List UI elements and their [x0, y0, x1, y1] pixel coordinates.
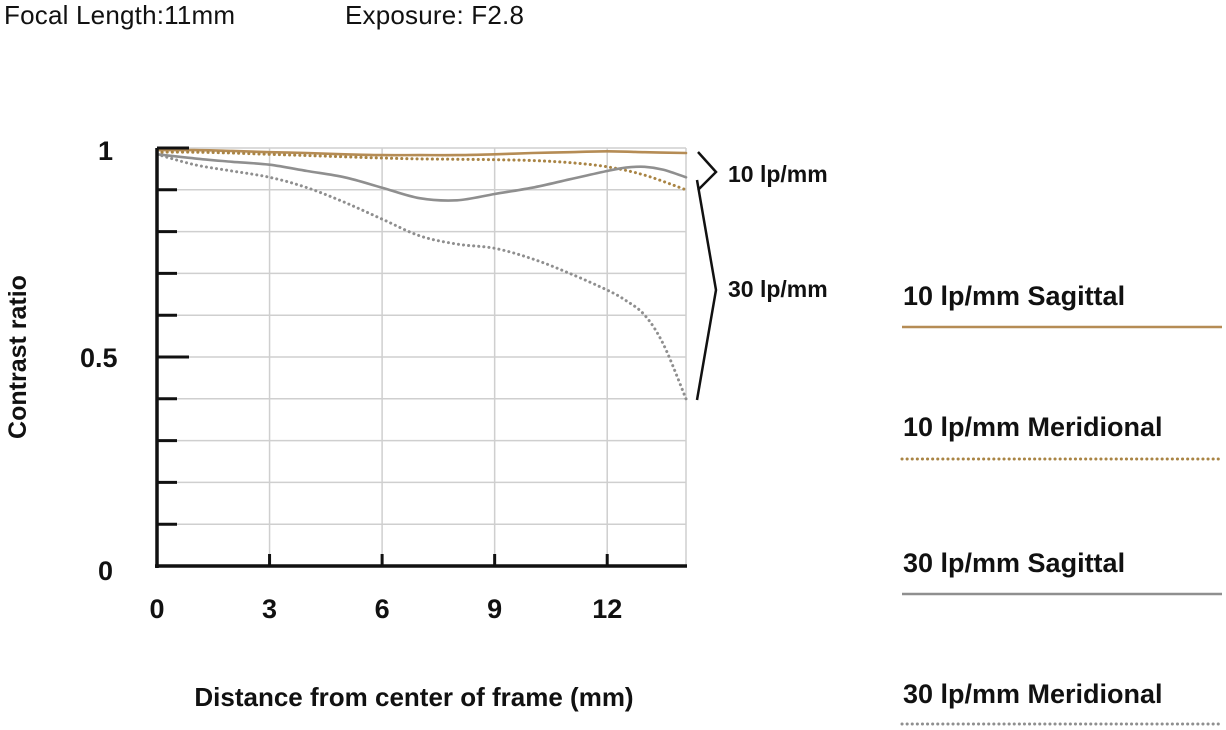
series-line-1 — [155, 150, 688, 192]
legend-label-10-sagittal: 10 lp/mm Sagittal — [903, 281, 1126, 311]
x-tick-label: 0 — [149, 594, 164, 624]
y-tick-label: 1 — [98, 136, 113, 166]
exposure-label: Exposure: F2.8 — [345, 0, 525, 30]
bracket-30lpmm — [695, 179, 718, 401]
bracket-label-10lpmm: 10 lp/mm — [728, 161, 828, 187]
bracket-label-30lpmm: 30 lp/mm — [728, 276, 828, 302]
x-tick-label: 3 — [262, 594, 277, 624]
series-line-2 — [155, 153, 688, 202]
focal-length-label: Focal Length:11mm — [4, 0, 236, 30]
y-axis-title: Contrast ratio — [4, 275, 32, 439]
x-tick-label: 12 — [592, 594, 622, 624]
y-tick-label: 0.5 — [80, 343, 118, 373]
bracket-10lpmm — [697, 151, 718, 191]
series-line-0 — [155, 148, 688, 157]
x-tick-label: 6 — [375, 594, 390, 624]
legend-label-30-sagittal: 30 lp/mm Sagittal — [903, 548, 1126, 578]
legend-label-10-meridional: 10 lp/mm Meridional — [903, 412, 1163, 442]
x-axis-title: Distance from center of frame (mm) — [194, 682, 633, 712]
series-line-3 — [155, 152, 688, 401]
legend-label-30-meridional: 30 lp/mm Meridional — [903, 679, 1163, 709]
x-tick-label: 9 — [487, 594, 502, 624]
y-tick-label: 0 — [98, 556, 113, 586]
